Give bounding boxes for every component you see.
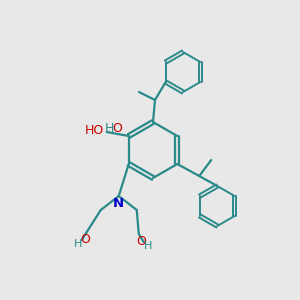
Text: HO: HO	[85, 124, 104, 137]
Text: O: O	[80, 233, 90, 246]
Text: H: H	[105, 122, 114, 134]
Text: H: H	[74, 239, 82, 249]
Text: O: O	[136, 235, 146, 248]
Text: N: N	[113, 197, 124, 210]
Text: H: H	[144, 241, 152, 251]
Text: O: O	[112, 122, 122, 134]
